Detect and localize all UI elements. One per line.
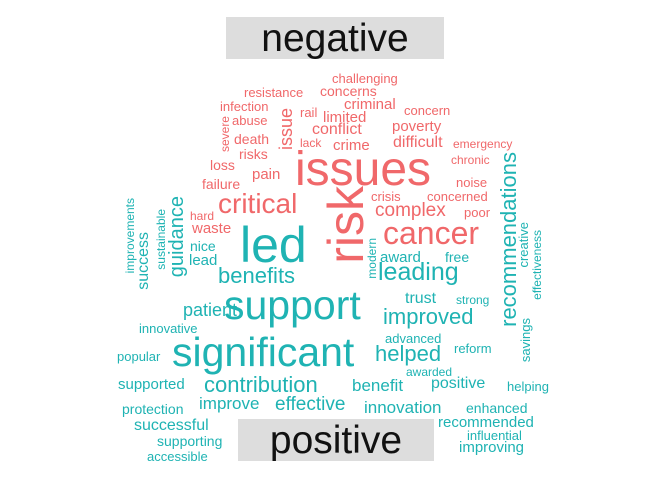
word-lack: lack [300, 136, 322, 150]
word-modern: modern [365, 238, 379, 279]
word-infection: infection [220, 99, 269, 114]
word-limited: limited [323, 109, 367, 126]
positive-header-label: positive [269, 419, 403, 462]
word-poor: poor [464, 205, 491, 220]
negative-header: negative [226, 17, 444, 59]
word-resistance: resistance [244, 85, 304, 100]
word-complex: complex [375, 200, 446, 221]
word-lead: lead [189, 252, 218, 269]
word-reform: reform [454, 341, 492, 356]
word-concerns: concerns [320, 83, 377, 99]
word-recommended: recommended [438, 414, 534, 431]
word-benefit: benefit [352, 376, 404, 395]
word-free: free [445, 249, 470, 265]
word-issue: issue [276, 108, 296, 151]
word-innovative: innovative [139, 321, 198, 336]
word-challenging: challenging [332, 71, 398, 86]
word-helped: helped [375, 341, 442, 366]
word-leading: leading [378, 258, 459, 286]
word-chronic: chronic [451, 153, 490, 167]
word-emergency: emergency [453, 137, 513, 151]
word-criminal: criminal [344, 96, 396, 113]
word-severe: severe [218, 116, 232, 153]
word-improved: improved [383, 304, 474, 329]
word-protection: protection [122, 401, 184, 417]
word-nice: nice [190, 238, 216, 254]
word-creative: creative [516, 222, 531, 268]
word-rail: rail [300, 105, 318, 120]
word-noise: noise [456, 175, 488, 190]
word-successful: successful [134, 417, 209, 434]
word-enhanced: enhanced [466, 400, 528, 416]
word-critical: critical [218, 188, 298, 219]
negative-header-label: negative [261, 17, 409, 60]
word-risks: risks [239, 146, 268, 162]
word-issues: issues [295, 143, 432, 196]
word-contribution: contribution [204, 372, 318, 397]
word-support: support [224, 282, 361, 328]
word-pain: pain [252, 166, 281, 183]
word-concern: concern [404, 103, 451, 118]
word-crime: crime [333, 137, 370, 154]
word-supporting: supporting [157, 433, 223, 449]
word-cancer: cancer [383, 215, 480, 251]
word-innovation: innovation [364, 398, 442, 417]
word-death: death [234, 131, 270, 147]
word-abuse: abuse [232, 113, 268, 128]
word-conflict: conflict [312, 121, 362, 138]
word-trust: trust [405, 290, 437, 307]
word-failure: failure [202, 176, 241, 192]
word-benefits: benefits [218, 263, 296, 288]
word-popular: popular [117, 349, 161, 364]
word-award: award [380, 249, 421, 266]
word-waste: waste [192, 220, 232, 237]
word-success: success [135, 232, 152, 290]
word-difficult: difficult [393, 134, 443, 151]
word-influential: influential [467, 428, 522, 443]
word-guidance: guidance [166, 196, 188, 278]
word-risk: risk [318, 186, 374, 264]
word-concerned: concerned [427, 189, 488, 204]
word-significant: significant [172, 329, 355, 375]
word-effective: effective [275, 394, 346, 415]
word-effectiveness: effectiveness [530, 230, 544, 300]
word-supported: supported [118, 376, 185, 393]
word-crisis: crisis [371, 189, 401, 204]
word-awarded: awarded [406, 365, 453, 379]
word-helping: helping [507, 379, 549, 394]
word-improving: improving [459, 439, 525, 456]
word-accessible: accessible [147, 449, 208, 464]
word-loss: loss [210, 157, 235, 173]
word-led: led [240, 217, 307, 273]
word-advanced: advanced [385, 331, 442, 346]
word-patient: patient [183, 300, 238, 320]
word-improve: improve [199, 394, 260, 413]
positive-header: positive [238, 419, 434, 461]
word-strong: strong [456, 293, 490, 307]
word-positive: positive [431, 375, 486, 392]
word-poverty: poverty [392, 118, 442, 135]
word-savings: savings [518, 318, 533, 363]
word-hard: hard [190, 209, 215, 223]
